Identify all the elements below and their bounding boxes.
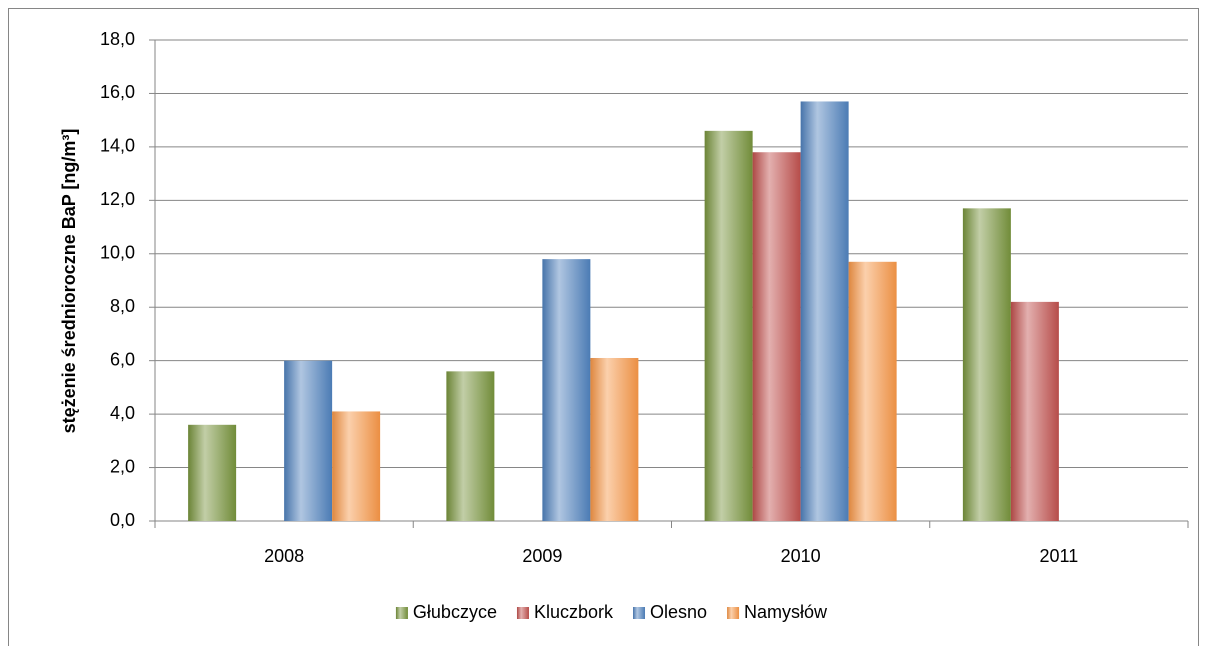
legend-label: Kluczbork <box>534 602 614 622</box>
y-tick-label: 18,0 <box>100 29 135 49</box>
bar <box>284 360 333 521</box>
legend-swatch <box>727 607 740 619</box>
bar <box>848 261 897 521</box>
legend-swatch <box>516 607 529 619</box>
bar <box>752 152 801 521</box>
y-tick-label: 6,0 <box>110 349 135 369</box>
bar <box>800 101 849 521</box>
bar <box>188 424 237 521</box>
x-tick-label: 2010 <box>781 546 821 566</box>
bar <box>542 259 591 521</box>
bar <box>332 411 381 521</box>
bar <box>704 130 753 521</box>
legend-label: Namysłów <box>744 602 828 622</box>
y-tick-label: 4,0 <box>110 403 135 423</box>
x-tick-label: 2008 <box>264 546 304 566</box>
legend-swatch <box>633 607 646 619</box>
y-tick-label: 16,0 <box>100 82 135 102</box>
y-tick-label: 2,0 <box>110 456 135 476</box>
legend-label: Olesno <box>650 602 707 622</box>
y-tick-label: 8,0 <box>110 296 135 316</box>
legend-label: Głubczyce <box>413 602 497 622</box>
bar <box>1010 301 1059 521</box>
y-axis-title: stężenie średnioroczne BaP [ng/m³] <box>59 129 79 434</box>
y-tick-label: 14,0 <box>100 136 135 156</box>
y-tick-label: 0,0 <box>110 510 135 530</box>
x-tick-label: 2009 <box>522 546 562 566</box>
bar <box>962 208 1011 521</box>
x-tick-label: 2011 <box>1040 546 1079 566</box>
y-tick-label: 12,0 <box>100 189 135 209</box>
legend-swatch <box>395 607 408 619</box>
y-tick-label: 10,0 <box>100 243 135 263</box>
bar <box>590 357 639 521</box>
bar <box>446 371 495 521</box>
